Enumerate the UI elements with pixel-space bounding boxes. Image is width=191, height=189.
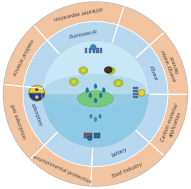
Ellipse shape (99, 94, 102, 98)
Bar (100, 48, 102, 53)
Wedge shape (3, 84, 44, 159)
Bar (93, 48, 95, 53)
Bar (94, 133, 100, 138)
Text: oil/water separation: oil/water separation (53, 5, 103, 21)
Polygon shape (86, 88, 89, 89)
Polygon shape (90, 114, 92, 115)
Wedge shape (135, 94, 168, 143)
Ellipse shape (104, 67, 112, 73)
Wedge shape (23, 40, 60, 88)
Ellipse shape (80, 68, 86, 73)
Ellipse shape (71, 80, 77, 84)
Ellipse shape (94, 99, 97, 103)
Text: Carbon material
application: Carbon material application (160, 103, 185, 145)
Wedge shape (47, 22, 118, 54)
Polygon shape (102, 88, 105, 89)
Wedge shape (149, 32, 188, 94)
Text: oil-removing: oil-removing (68, 27, 97, 38)
Wedge shape (91, 143, 164, 186)
Text: adsorption: adsorption (29, 103, 42, 128)
Polygon shape (94, 98, 97, 99)
Wedge shape (34, 2, 124, 40)
Bar (96, 48, 99, 53)
Wedge shape (4, 26, 47, 86)
Circle shape (138, 90, 145, 96)
Wedge shape (92, 130, 149, 167)
Ellipse shape (108, 68, 113, 73)
Text: energy water
harvest: energy water harvest (162, 47, 184, 82)
Wedge shape (118, 6, 164, 46)
Wedge shape (112, 25, 149, 58)
Ellipse shape (45, 74, 146, 106)
Bar (89, 48, 91, 53)
Polygon shape (99, 114, 101, 115)
Ellipse shape (116, 81, 121, 85)
Bar (133, 87, 138, 89)
Ellipse shape (78, 91, 113, 107)
Text: battery: battery (111, 147, 129, 158)
Circle shape (29, 85, 45, 101)
Polygon shape (94, 117, 97, 119)
Polygon shape (100, 93, 102, 94)
Bar (133, 90, 138, 92)
Wedge shape (135, 46, 168, 94)
Wedge shape (149, 94, 188, 156)
Wedge shape (42, 40, 149, 94)
Circle shape (35, 87, 39, 91)
Polygon shape (94, 84, 97, 85)
Circle shape (88, 136, 92, 140)
Ellipse shape (69, 78, 78, 86)
Circle shape (35, 95, 39, 99)
Ellipse shape (94, 119, 97, 121)
Bar (133, 96, 138, 98)
Ellipse shape (86, 89, 89, 92)
Wedge shape (30, 145, 92, 186)
Ellipse shape (106, 67, 115, 74)
Bar (84, 133, 92, 138)
Ellipse shape (94, 85, 97, 89)
Ellipse shape (90, 115, 92, 118)
Wedge shape (23, 86, 58, 145)
Bar (133, 93, 138, 95)
Circle shape (90, 45, 96, 50)
Text: gas adsorption: gas adsorption (9, 103, 26, 140)
Ellipse shape (89, 94, 92, 98)
Ellipse shape (105, 68, 109, 70)
Text: food industry: food industry (111, 162, 143, 179)
Ellipse shape (114, 79, 123, 87)
Polygon shape (89, 93, 91, 94)
Bar (85, 48, 87, 53)
Text: medical science: medical science (10, 37, 33, 76)
Wedge shape (44, 132, 93, 166)
Ellipse shape (99, 115, 101, 118)
Wedge shape (29, 93, 45, 101)
Ellipse shape (102, 89, 105, 92)
Ellipse shape (79, 67, 88, 74)
Text: energy: energy (149, 63, 160, 80)
Text: environmental protection: environmental protection (32, 154, 92, 185)
Circle shape (42, 40, 149, 148)
